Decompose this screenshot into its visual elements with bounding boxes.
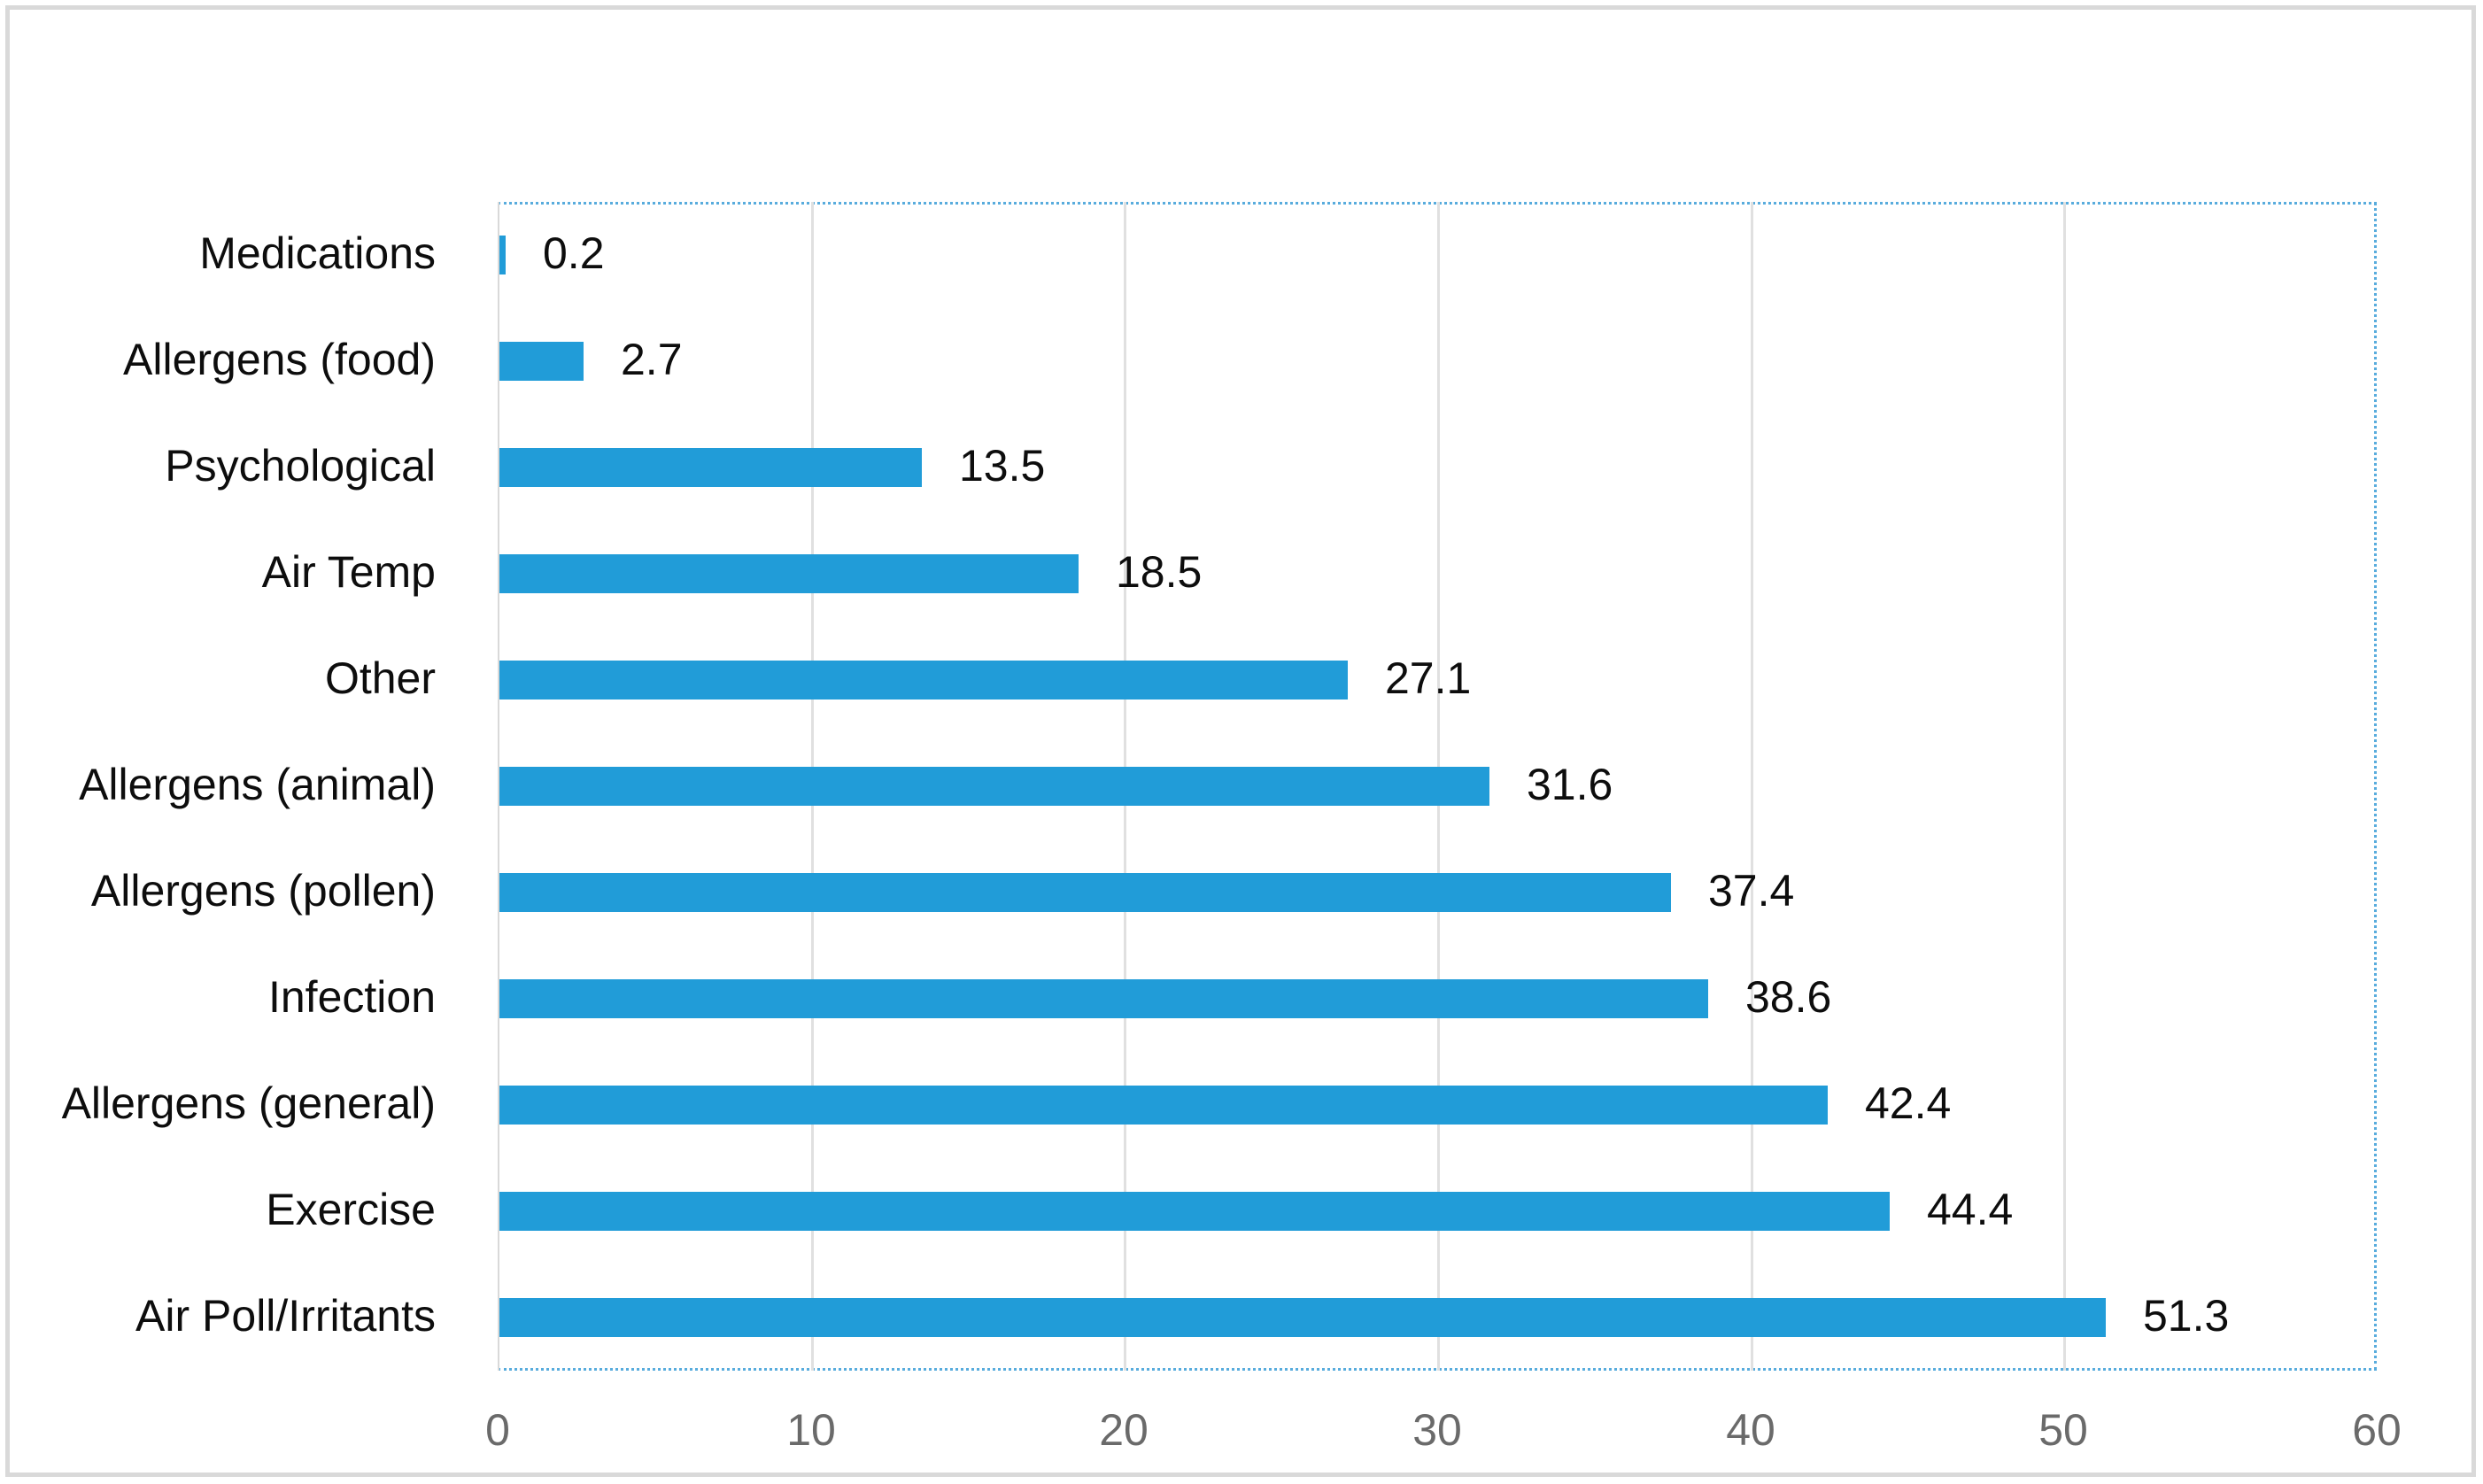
category-label: Allergens (food) [123, 335, 436, 384]
value-label: 13.5 [959, 441, 1046, 491]
value-label: 18.5 [1116, 547, 1203, 597]
category-label: Psychological [165, 441, 436, 491]
bar-allergens-food- [499, 342, 584, 381]
bar-allergens-general- [499, 1086, 1828, 1125]
category-label: Exercise [266, 1185, 436, 1234]
value-label: 37.4 [1708, 866, 1795, 916]
bar-air-poll-irritants [499, 1298, 2106, 1337]
value-label: 2.7 [621, 335, 683, 384]
bar-psychological [499, 448, 922, 487]
x-tick-label: 60 [2352, 1405, 2402, 1455]
value-label: 0.2 [543, 228, 605, 278]
value-label: 51.3 [2143, 1291, 2230, 1341]
x-tick-label: 10 [786, 1405, 836, 1455]
bar-other [499, 661, 1348, 699]
category-label: Allergens (general) [61, 1078, 436, 1128]
x-tick-label: 30 [1412, 1405, 1462, 1455]
category-label: Allergens (animal) [79, 760, 436, 809]
value-label: 27.1 [1385, 653, 1472, 703]
bar-allergens-pollen- [499, 873, 1671, 912]
category-label: Medications [199, 228, 436, 278]
value-label: 42.4 [1865, 1078, 1952, 1128]
category-label: Other [324, 653, 436, 703]
value-label: 44.4 [1927, 1185, 2014, 1234]
category-axis-line [498, 202, 499, 1371]
chart-frame: Medications 0.2 Allergens (food) 2.7 Psychol… [5, 5, 2476, 1477]
bar-air-temp [499, 554, 1079, 593]
gridline [2063, 202, 2066, 1371]
value-label: 38.6 [1745, 972, 1832, 1022]
bar-exercise [499, 1192, 1890, 1231]
bar-chart: Medications 0.2 Allergens (food) 2.7 Psychol… [10, 10, 2471, 1472]
category-label: Allergens (pollen) [90, 866, 436, 916]
x-tick-label: 40 [1726, 1405, 1775, 1455]
category-label: Air Temp [261, 547, 436, 597]
category-label: Infection [267, 972, 436, 1022]
category-label: Air Poll/Irritants [135, 1291, 436, 1341]
x-tick-label: 20 [1099, 1405, 1149, 1455]
x-tick-label: 0 [485, 1405, 510, 1455]
bar-medications [499, 236, 506, 274]
gridline [1751, 202, 1753, 1371]
value-label: 31.6 [1527, 760, 1613, 809]
bar-allergens-animal- [499, 767, 1489, 806]
bar-infection [499, 979, 1708, 1018]
x-tick-label: 50 [2038, 1405, 2088, 1455]
